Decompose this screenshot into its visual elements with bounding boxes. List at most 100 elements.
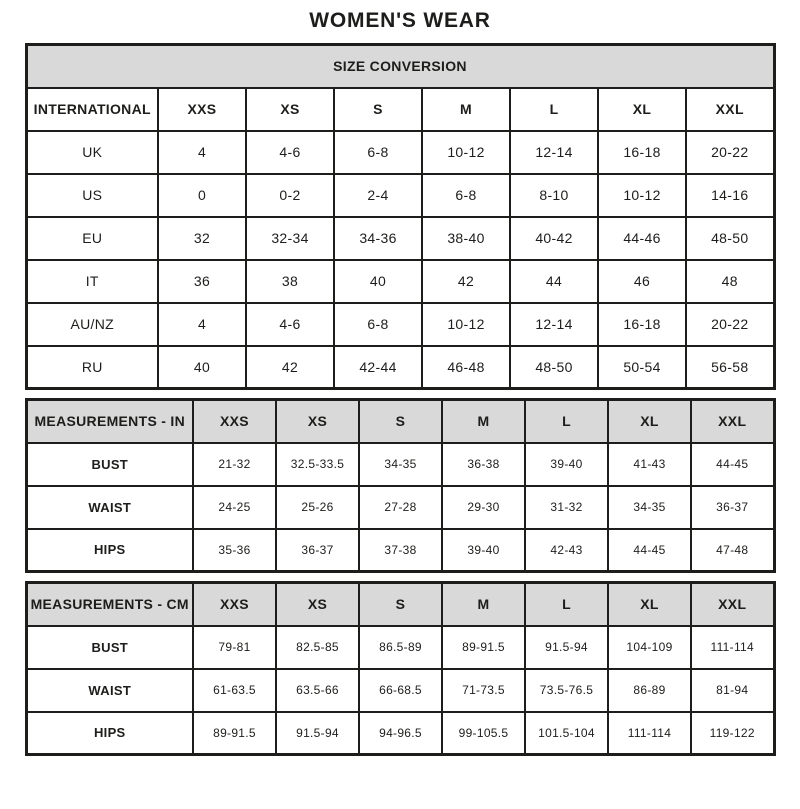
data-cell: 16-18 [597, 301, 687, 347]
column-header: S [333, 86, 423, 132]
data-cell: 6-8 [333, 301, 423, 347]
data-cell: 104-109 [607, 624, 692, 670]
row-label: IT [25, 258, 159, 304]
table-banner: SIZE CONVERSION [25, 43, 775, 89]
data-cell: 31-32 [524, 484, 609, 530]
data-cell: 40-42 [509, 215, 599, 261]
data-cell: 10-12 [421, 129, 511, 175]
table-title-header: MEASUREMENTS - IN [25, 398, 194, 444]
data-cell: 21-32 [192, 441, 277, 487]
data-cell: 34-36 [333, 215, 423, 261]
column-header: XL [607, 581, 692, 627]
table-row: US 0 0-2 2-4 6-8 8-10 10-12 14-16 [25, 172, 775, 218]
data-cell: 42-44 [333, 344, 423, 390]
data-cell: 119-122 [690, 710, 775, 756]
row-label: HIPS [25, 527, 194, 573]
data-cell: 4 [157, 301, 247, 347]
data-cell: 32-34 [245, 215, 335, 261]
size-conversion-table: SIZE CONVERSION INTERNATIONAL XXS XS S M L XL XX… [24, 43, 776, 390]
row-label: EU [25, 215, 159, 261]
data-cell: 20-22 [685, 301, 775, 347]
data-cell: 35-36 [192, 527, 277, 573]
measurements-in-table: MEASUREMENTS - IN XXS XS S M L XL XXL BUST 21-32 3… [24, 398, 776, 573]
table-row: IT 36 38 40 42 44 46 48 [25, 258, 775, 304]
data-cell: 101.5-104 [524, 710, 609, 756]
header-row: MEASUREMENTS - CM XXS XS S M L XL XXL [25, 581, 775, 627]
row-label: HIPS [25, 710, 194, 756]
data-cell: 20-22 [685, 129, 775, 175]
data-cell: 38-40 [421, 215, 511, 261]
data-cell: 6-8 [333, 129, 423, 175]
data-cell: 73.5-76.5 [524, 667, 609, 713]
data-cell: 44 [509, 258, 599, 304]
data-cell: 111-114 [690, 624, 775, 670]
data-cell: 2-4 [333, 172, 423, 218]
data-cell: 10-12 [597, 172, 687, 218]
data-cell: 34-35 [358, 441, 443, 487]
tables-container: SIZE CONVERSION INTERNATIONAL XXS XS S M L XL XX… [0, 43, 800, 756]
data-cell: 27-28 [358, 484, 443, 530]
data-cell: 44-45 [607, 527, 692, 573]
data-cell: 4-6 [245, 129, 335, 175]
data-cell: 44-46 [597, 215, 687, 261]
table-row: BUST 79-81 82.5-85 86.5-89 89-91.5 91.5-94 104… [25, 624, 775, 670]
data-cell: 63.5-66 [275, 667, 360, 713]
data-cell: 29-30 [441, 484, 526, 530]
data-cell: 46 [597, 258, 687, 304]
column-header: XS [275, 581, 360, 627]
data-cell: 61-63.5 [192, 667, 277, 713]
table-title-header: INTERNATIONAL [25, 86, 159, 132]
data-cell: 32 [157, 215, 247, 261]
column-header: XXL [690, 398, 775, 444]
column-header: L [509, 86, 599, 132]
data-cell: 47-48 [690, 527, 775, 573]
data-cell: 12-14 [509, 301, 599, 347]
table-row: AU/NZ 4 4-6 6-8 10-12 12-14 16-18 20-22 [25, 301, 775, 347]
data-cell: 6-8 [421, 172, 511, 218]
table-row: BUST 21-32 32.5-33.5 34-35 36-38 39-40 41-43 44… [25, 441, 775, 487]
data-cell: 36 [157, 258, 247, 304]
data-cell: 10-12 [421, 301, 511, 347]
data-cell: 36-38 [441, 441, 526, 487]
row-label: RU [25, 344, 159, 390]
data-cell: 0-2 [245, 172, 335, 218]
data-cell: 39-40 [441, 527, 526, 573]
row-label: US [25, 172, 159, 218]
data-cell: 50-54 [597, 344, 687, 390]
data-cell: 86-89 [607, 667, 692, 713]
data-cell: 25-26 [275, 484, 360, 530]
column-header: L [524, 581, 609, 627]
table-row: HIPS 89-91.5 91.5-94 94-96.5 99-105.5 101.5-1… [25, 710, 775, 756]
row-label: BUST [25, 441, 194, 487]
data-cell: 36-37 [690, 484, 775, 530]
data-cell: 14-16 [685, 172, 775, 218]
row-label: BUST [25, 624, 194, 670]
page-title: WOMEN'S WEAR [309, 9, 491, 32]
data-cell: 91.5-94 [275, 710, 360, 756]
data-cell: 38 [245, 258, 335, 304]
data-cell: 82.5-85 [275, 624, 360, 670]
data-cell: 42 [421, 258, 511, 304]
data-cell: 44-45 [690, 441, 775, 487]
column-header: M [441, 581, 526, 627]
data-cell: 66-68.5 [358, 667, 443, 713]
column-header: M [421, 86, 511, 132]
column-header: XXS [157, 86, 247, 132]
data-cell: 89-91.5 [192, 710, 277, 756]
table-row: WAIST 61-63.5 63.5-66 66-68.5 71-73.5 73.5-76… [25, 667, 775, 713]
column-header: M [441, 398, 526, 444]
data-cell: 40 [333, 258, 423, 304]
row-label: WAIST [25, 667, 194, 713]
column-header: XL [607, 398, 692, 444]
column-header: XS [245, 86, 335, 132]
data-cell: 32.5-33.5 [275, 441, 360, 487]
data-cell: 89-91.5 [441, 624, 526, 670]
column-header: XXS [192, 398, 277, 444]
table-row: EU 32 32-34 34-36 38-40 40-42 44-46 48-50 [25, 215, 775, 261]
column-header: XXS [192, 581, 277, 627]
data-cell: 71-73.5 [441, 667, 526, 713]
header-row: INTERNATIONAL XXS XS S M L XL XXL [25, 86, 775, 132]
table-row: WAIST 24-25 25-26 27-28 29-30 31-32 34-35 36-37 [25, 484, 775, 530]
table-banner-row: SIZE CONVERSION [25, 43, 775, 89]
column-header: S [358, 581, 443, 627]
